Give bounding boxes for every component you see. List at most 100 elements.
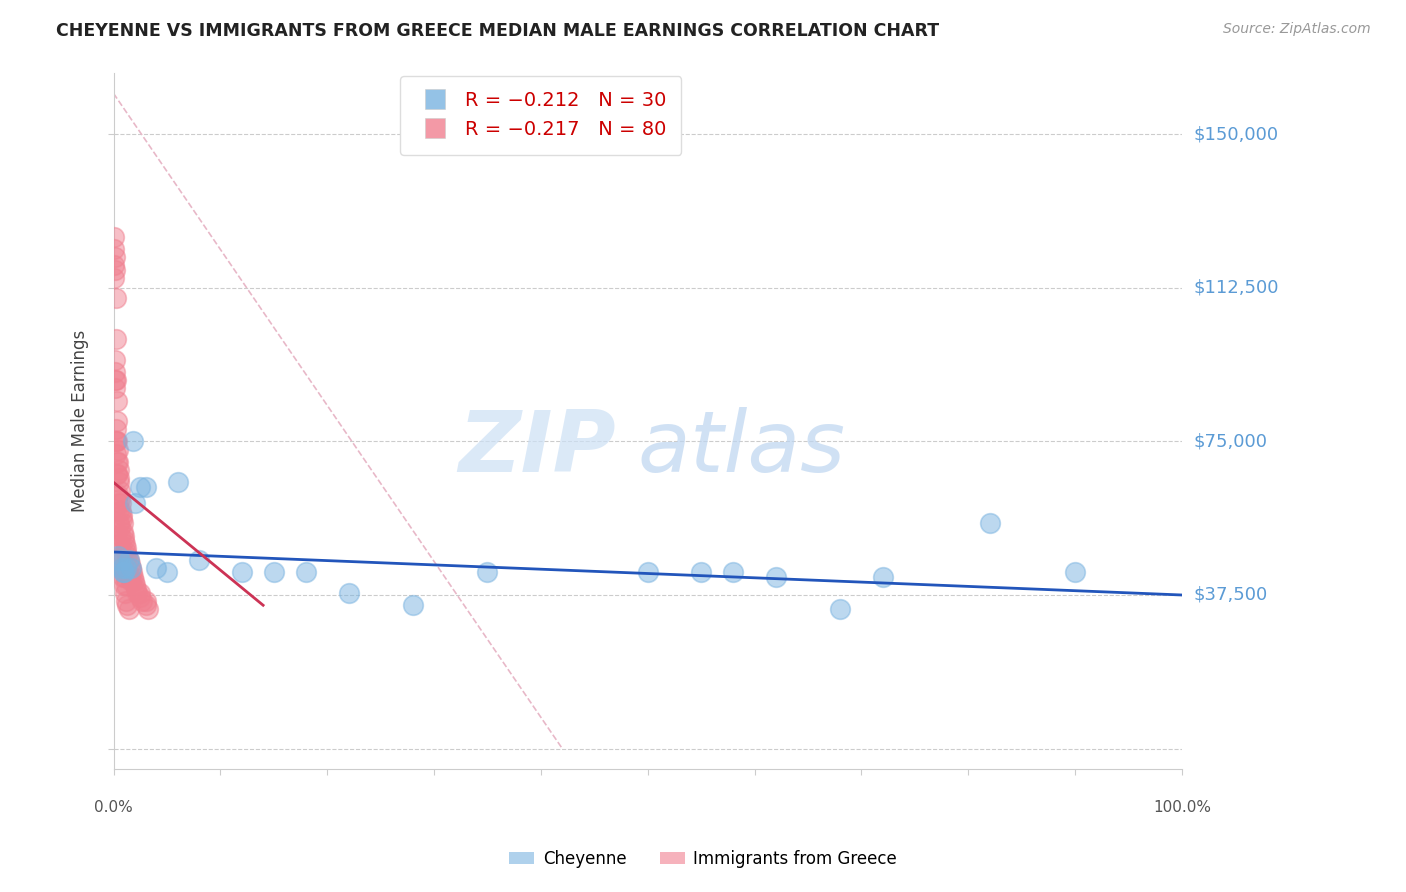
Text: $75,000: $75,000 — [1194, 433, 1267, 450]
Text: CHEYENNE VS IMMIGRANTS FROM GREECE MEDIAN MALE EARNINGS CORRELATION CHART: CHEYENNE VS IMMIGRANTS FROM GREECE MEDIA… — [56, 22, 939, 40]
Text: $150,000: $150,000 — [1194, 126, 1278, 144]
Point — [105, 447, 128, 461]
Point — [104, 332, 127, 346]
Point — [121, 569, 143, 583]
Point — [112, 569, 135, 583]
Point — [263, 566, 285, 580]
Point — [111, 508, 134, 523]
Point — [105, 455, 128, 469]
Point — [103, 229, 125, 244]
Point — [108, 471, 131, 485]
Point — [105, 393, 128, 408]
Text: ZIP: ZIP — [458, 408, 616, 491]
Point — [129, 586, 152, 600]
Point — [108, 483, 131, 498]
Point — [112, 516, 135, 531]
Point — [108, 504, 131, 518]
Point — [114, 586, 136, 600]
Point — [828, 602, 851, 616]
Point — [118, 558, 141, 572]
Point — [145, 561, 167, 575]
Point — [104, 434, 127, 449]
Point — [135, 479, 157, 493]
Point — [129, 479, 152, 493]
Point — [110, 549, 132, 563]
Point — [108, 516, 131, 531]
Point — [112, 566, 135, 580]
Point — [104, 381, 127, 395]
Point — [104, 262, 127, 277]
Point — [107, 455, 129, 469]
Point — [111, 512, 134, 526]
Point — [105, 414, 128, 428]
Point — [120, 561, 142, 575]
Point — [117, 553, 139, 567]
Point — [124, 496, 146, 510]
Point — [131, 594, 153, 608]
Point — [107, 488, 129, 502]
Point — [105, 434, 128, 449]
Point — [135, 599, 157, 613]
Point — [103, 270, 125, 285]
Point — [402, 599, 425, 613]
Point — [111, 561, 134, 575]
Point — [108, 553, 131, 567]
Point — [104, 434, 127, 449]
Point — [117, 549, 139, 563]
Point — [231, 566, 253, 580]
Point — [103, 242, 125, 256]
Point — [156, 566, 179, 580]
Point — [108, 528, 131, 542]
Point — [108, 463, 131, 477]
Point — [124, 578, 146, 592]
Point — [129, 590, 152, 604]
Text: 100.0%: 100.0% — [1153, 799, 1211, 814]
Point — [117, 602, 139, 616]
Point — [104, 373, 127, 387]
Text: 0.0%: 0.0% — [94, 799, 134, 814]
Text: Source: ZipAtlas.com: Source: ZipAtlas.com — [1223, 22, 1371, 37]
Point — [122, 574, 145, 588]
Point — [721, 566, 744, 580]
Point — [111, 553, 134, 567]
Point — [979, 516, 1001, 531]
Point — [107, 442, 129, 457]
Point — [110, 504, 132, 518]
Point — [337, 586, 360, 600]
Point — [112, 528, 135, 542]
Point — [112, 578, 135, 592]
Point — [114, 537, 136, 551]
Point — [108, 491, 131, 506]
Point — [114, 569, 136, 583]
Point — [104, 365, 127, 379]
Point — [115, 561, 138, 575]
Point — [690, 566, 713, 580]
Text: $112,500: $112,500 — [1194, 279, 1278, 297]
Point — [765, 569, 787, 583]
Point — [136, 602, 159, 616]
Point — [295, 566, 318, 580]
Legend: Cheyenne, Immigrants from Greece: Cheyenne, Immigrants from Greece — [503, 844, 903, 875]
Point — [115, 541, 138, 555]
Point — [104, 250, 127, 264]
Point — [118, 569, 141, 583]
Point — [115, 545, 138, 559]
Point — [121, 566, 143, 580]
Point — [104, 422, 127, 436]
Point — [112, 524, 135, 539]
Point — [125, 582, 148, 596]
Point — [637, 566, 659, 580]
Point — [111, 561, 134, 575]
Point — [115, 578, 138, 592]
Point — [107, 496, 129, 510]
Y-axis label: Median Male Earnings: Median Male Earnings — [72, 330, 89, 512]
Point — [117, 599, 139, 613]
Point — [104, 373, 127, 387]
Point — [108, 520, 131, 534]
Point — [110, 496, 132, 510]
Legend: R = −0.212   N = 30, R = −0.217   N = 80: R = −0.212 N = 30, R = −0.217 N = 80 — [401, 76, 682, 154]
Text: $37,500: $37,500 — [1194, 586, 1267, 604]
Point — [477, 566, 499, 580]
Point — [121, 434, 143, 449]
Point — [108, 475, 131, 490]
